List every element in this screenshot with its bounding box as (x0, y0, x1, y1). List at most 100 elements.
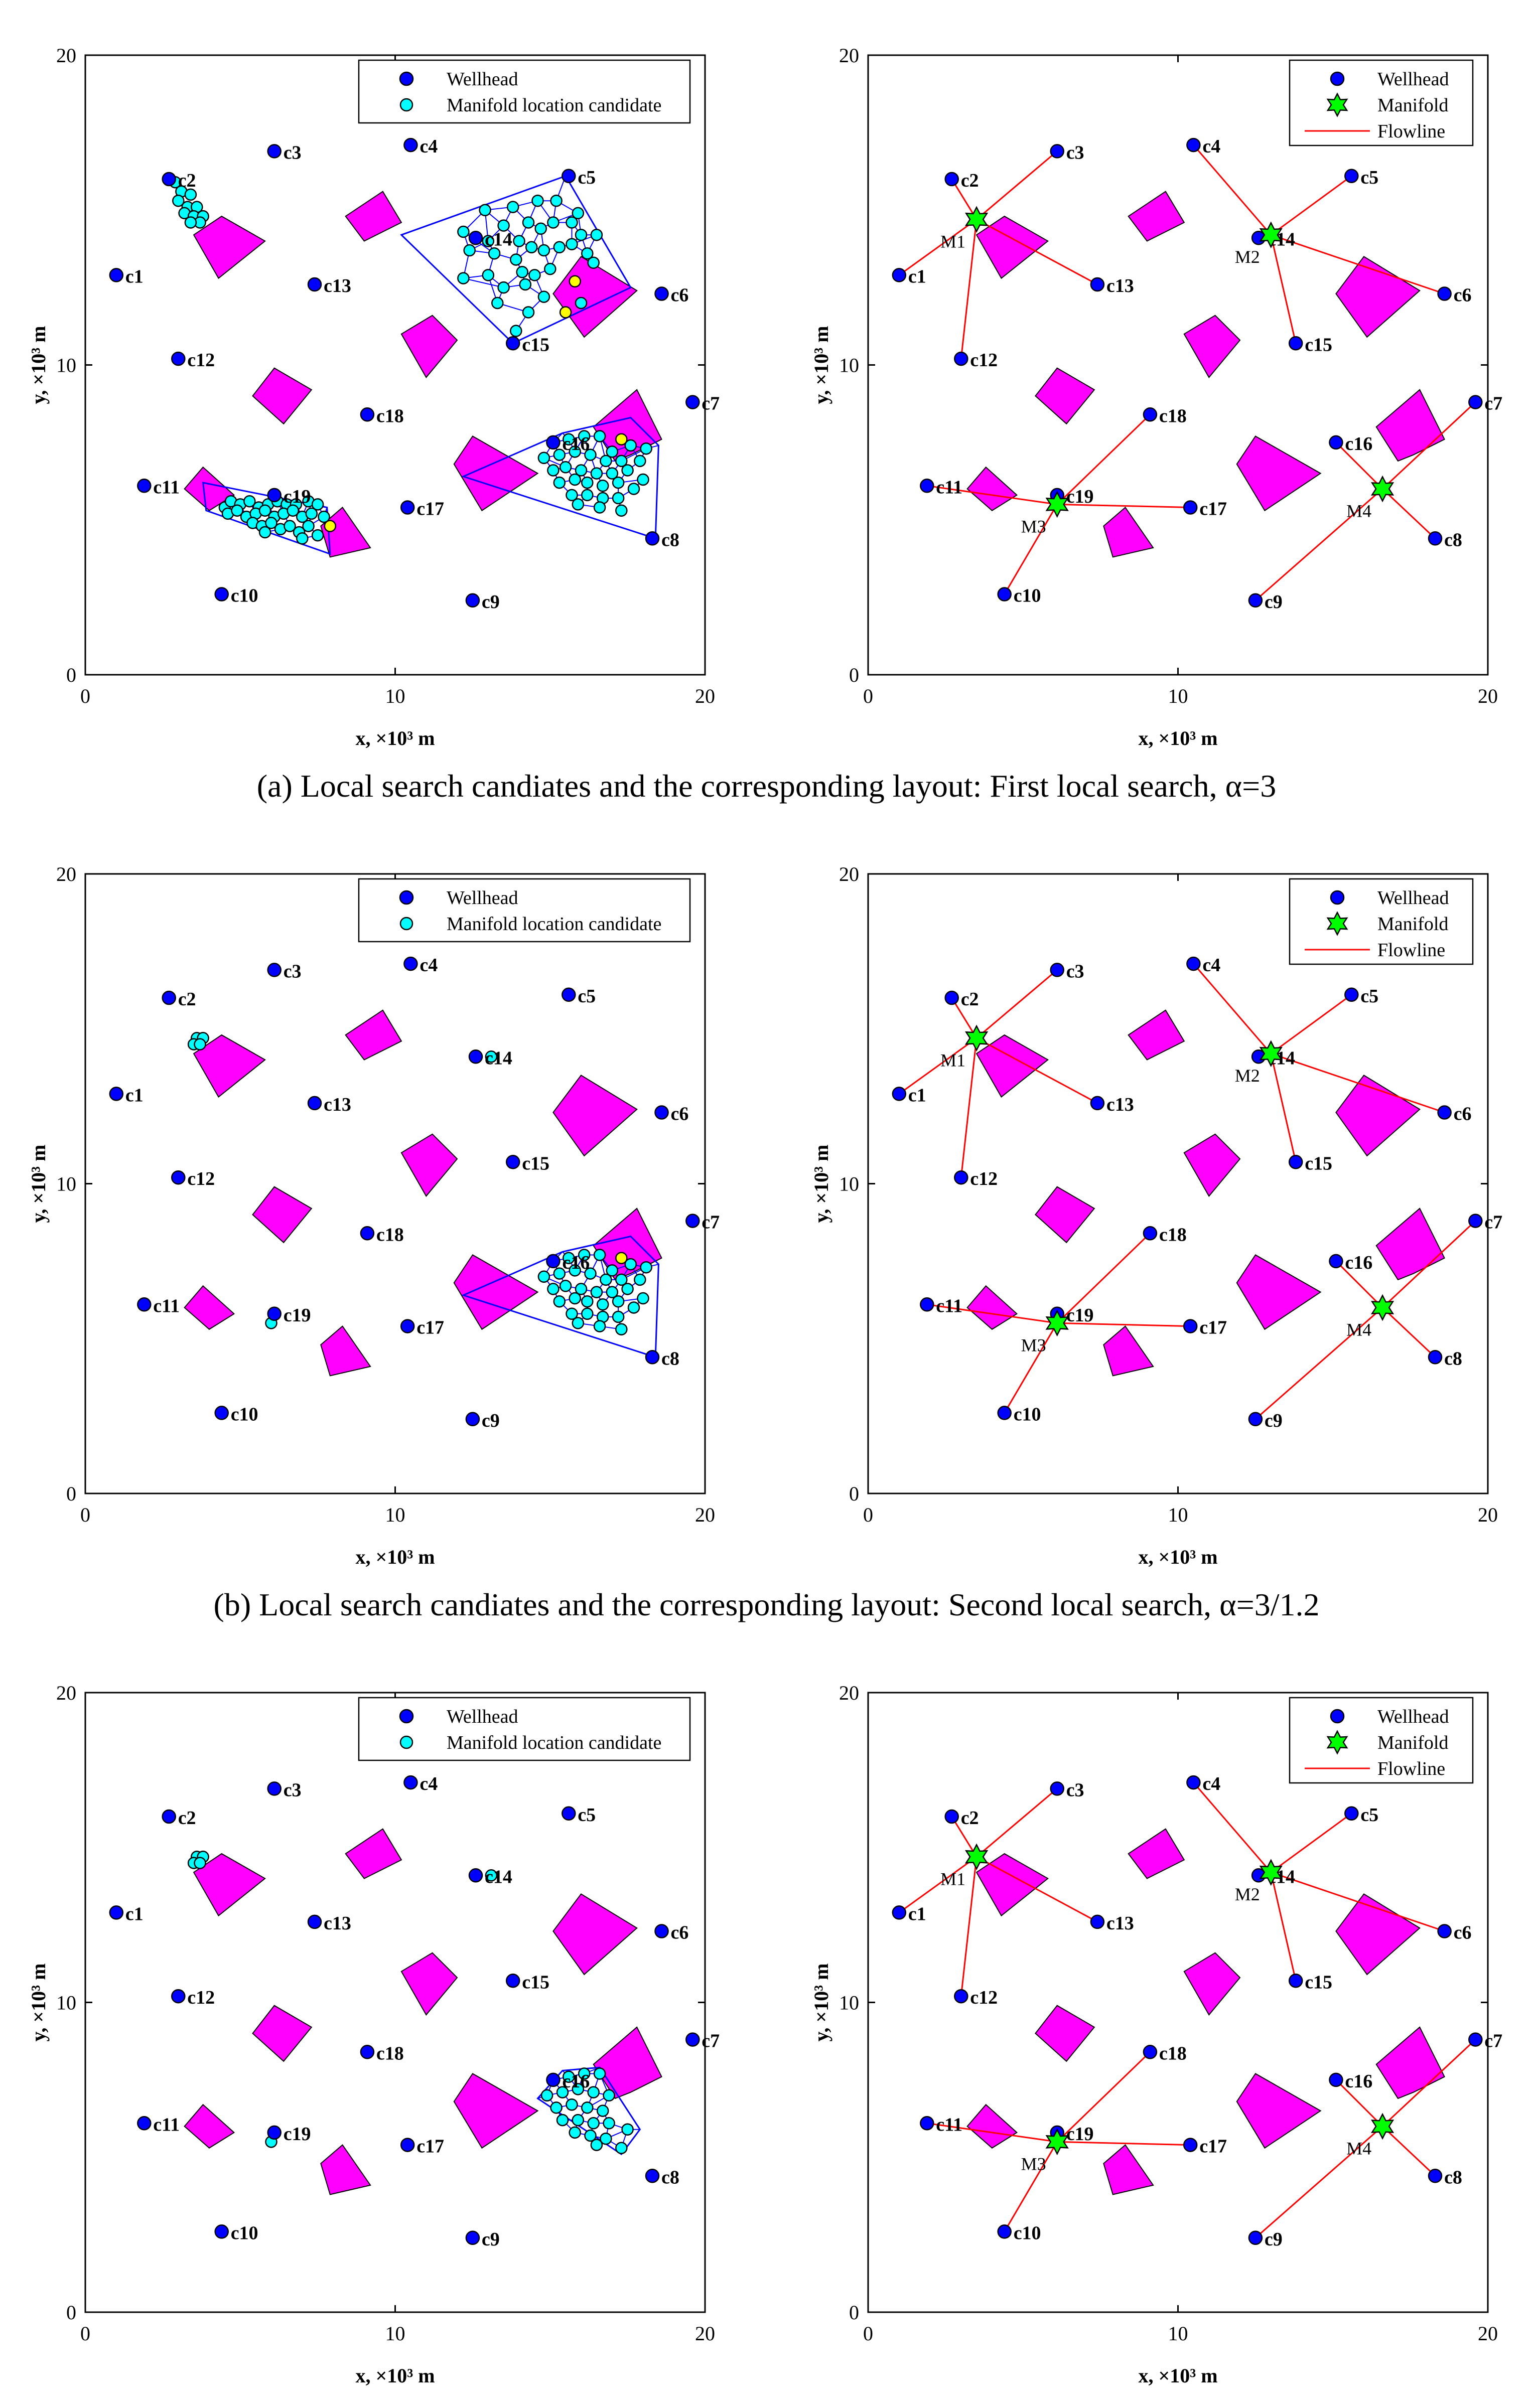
candidate-point (634, 455, 646, 468)
well-label-c9: c9 (482, 591, 500, 613)
candidate-hull (461, 1235, 659, 1359)
candidate-point (194, 1038, 206, 1050)
best-candidate-point (569, 275, 581, 288)
x-tick-label: 10 (1168, 685, 1188, 707)
x-axis-label: x, ×10³ m (1138, 727, 1217, 749)
obstacle-3 (252, 367, 313, 425)
manifold-label-M2: M2 (1235, 1066, 1260, 1086)
obstacle-7 (453, 2073, 539, 2149)
flowline-M3-c10 (1004, 2141, 1058, 2232)
well-label-c7: c7 (1484, 2031, 1502, 2052)
wellhead-c2 (944, 172, 959, 187)
candidate-point (485, 1050, 498, 1063)
candidate-point (525, 241, 538, 254)
flowline-M4-c8 (1382, 1307, 1436, 1358)
candidate-point (569, 473, 581, 486)
well-label-c15: c15 (1305, 1153, 1332, 1174)
obstacle-4 (1183, 315, 1241, 378)
flowline-M1-c1 (898, 1856, 977, 1913)
wellhead-c11 (920, 479, 934, 493)
candidate-point (172, 194, 185, 207)
candidate-point (621, 2123, 634, 2136)
well-label-c10: c10 (231, 2222, 258, 2243)
well-label-c19: c19 (1066, 1305, 1094, 1326)
well-label-c13: c13 (324, 1913, 351, 1934)
well-label-c2: c2 (178, 989, 196, 1010)
wellhead-c4 (403, 956, 418, 971)
panel-a-left: 00 10 10 20 20 x, ×10³ m y, ×10³ m c1 c2 c3 c4 c5 c6… (27, 44, 720, 749)
well-label-c6: c6 (671, 285, 689, 306)
panel-c-right: 00 10 10 20 20 x, ×10³ m y, ×10³ m c1 c2 c3 c4 c5 c6… (810, 1682, 1502, 2387)
well-label-c3: c3 (1066, 1779, 1084, 1800)
wellhead-c7 (1468, 1214, 1483, 1228)
candidate-group-c2 (187, 1032, 209, 1050)
y-tick-label: 10 (56, 354, 76, 377)
x-tick-label: 10 (385, 1503, 405, 1526)
obstacle-5 (184, 2103, 235, 2149)
well-label-c8: c8 (1444, 1348, 1462, 1369)
candidate-point (258, 526, 271, 539)
candidate-point (569, 1264, 581, 1277)
wellhead-c17 (1183, 1319, 1198, 1333)
candidate-point (593, 1249, 606, 1261)
obstacle-9 (1375, 2026, 1445, 2099)
well-label-c19: c19 (284, 1305, 311, 1326)
candidate-point (581, 247, 594, 260)
candidate-point (479, 204, 491, 217)
candidate-point (534, 222, 547, 235)
candidate-point (184, 216, 197, 229)
wellhead-c8 (645, 1350, 660, 1365)
candidate-point (584, 448, 597, 461)
candidate-point (590, 228, 603, 241)
legend-marker-candidate (399, 1735, 413, 1749)
candidate-point (596, 2104, 609, 2117)
y-axis-label: y, ×10³ m (810, 1145, 832, 1223)
candidate-point (572, 2114, 585, 2127)
candidate-point (311, 498, 324, 511)
legend-label: Wellhead (447, 887, 518, 909)
candidate-point (559, 461, 572, 474)
candidate-point (615, 1273, 628, 1286)
wellhead-c17 (400, 2138, 415, 2152)
well-label-c6: c6 (671, 1104, 689, 1125)
obstacle-3 (1035, 1186, 1095, 1244)
manifold-label-M3: M3 (1021, 2154, 1046, 2174)
wellhead-c18 (1143, 1226, 1158, 1241)
wellhead-c17 (400, 500, 415, 515)
well-label-c5: c5 (1360, 167, 1378, 188)
wellhead-c9 (465, 593, 480, 608)
candidate-group-c2 (187, 1851, 209, 1869)
flowline-M4-c8 (1382, 2126, 1436, 2177)
candidate-point (612, 476, 625, 489)
mesh-edge (463, 277, 504, 288)
wellhead-c11 (137, 2116, 152, 2131)
wellhead-c10 (214, 587, 229, 601)
obstacle-2 (345, 191, 402, 242)
manifold-M3 (1045, 2128, 1069, 2156)
x-tick-label: 0 (863, 685, 873, 707)
well-label-c13: c13 (324, 1094, 351, 1115)
candidate-point (590, 467, 603, 480)
legend: Wellhead Manifold location candidate (358, 59, 691, 124)
legend-box (1289, 1697, 1474, 1784)
legend-label: Manifold (1377, 914, 1448, 935)
y-tick-label: 10 (56, 1173, 76, 1195)
well-label-c3: c3 (284, 1779, 302, 1800)
flowline-M2-c4 (1193, 963, 1272, 1055)
candidate-point (550, 2101, 563, 2114)
legend-marker-wellhead (399, 890, 414, 905)
well-label-c10: c10 (231, 585, 258, 607)
legend-label: Manifold location candidate (447, 914, 661, 935)
manifold-label-M1: M1 (940, 231, 965, 251)
wellhead-c5 (562, 1806, 576, 1821)
x-tick-label: 20 (695, 1503, 715, 1526)
candidate-point (485, 1869, 498, 1882)
legend-marker-wellhead (399, 1709, 414, 1724)
wellhead-c6 (1437, 1924, 1452, 1938)
well-label-c11: c11 (153, 2114, 180, 2135)
candidate-point (612, 492, 625, 505)
flowline-M1-c2 (951, 179, 978, 220)
candidate-point (593, 430, 606, 442)
well-label-c9: c9 (482, 1410, 500, 1431)
